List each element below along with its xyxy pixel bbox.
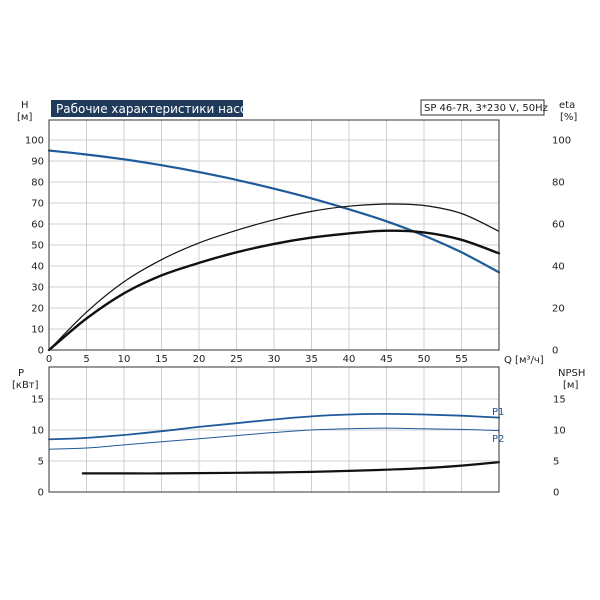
bottom-left-tick-label: 5 — [38, 457, 44, 468]
x-tick-label: 50 — [418, 354, 431, 365]
npsh-curve — [81, 461, 501, 475]
top-right-tick-label: 60 — [552, 220, 565, 231]
top-left-axis-unit: [м] — [17, 112, 32, 123]
top-left-tick-label: 10 — [31, 325, 44, 336]
top-series — [47, 149, 501, 352]
top-right-axis-symbol: eta — [559, 100, 575, 111]
bottom-left-tick-label: 0 — [38, 488, 44, 499]
bottom-right-axis-symbol: NPSH — [558, 368, 585, 379]
top-plot-frame — [48, 119, 500, 351]
top-left-tick-label: 100 — [25, 136, 44, 147]
x-tick-label: 10 — [118, 354, 131, 365]
bottom-left-tick-label: 10 — [31, 426, 44, 437]
series-label-p2: P2 — [492, 434, 504, 445]
x-tick-label: 0 — [46, 354, 52, 365]
bottom-right-tick-label: 15 — [553, 395, 566, 406]
top-right-tick-label: 40 — [552, 262, 565, 273]
top-right-tick-label: 100 — [552, 136, 571, 147]
x-axis-label: Q [м³/ч] — [504, 355, 544, 366]
top-left-tick-label: 70 — [31, 199, 44, 210]
top-left-tick-label: 30 — [31, 283, 44, 294]
top-left-tick-label: 60 — [31, 220, 44, 231]
chart-subtitle: SP 46-7R, 3*230 V, 50Hz — [424, 103, 548, 114]
bottom-left-axis-symbol: P — [18, 368, 24, 379]
x-tick-label: 25 — [230, 354, 243, 365]
bottom-ticks: 0 5 10 15 0 5 10 15 — [31, 395, 565, 499]
top-right-axis-unit: [%] — [560, 112, 577, 123]
x-tick-label: 45 — [380, 354, 393, 365]
top-right-tick-label: 80 — [552, 178, 565, 189]
top-left-tick-label: 0 — [38, 346, 44, 357]
x-tick-label: 20 — [193, 354, 206, 365]
efficiency-curve-thin — [48, 203, 500, 351]
bottom-right-tick-label: 0 — [553, 488, 559, 499]
bottom-series — [48, 412, 501, 475]
x-tick-label: 40 — [343, 354, 356, 365]
bottom-right-tick-label: 10 — [553, 426, 566, 437]
x-tick-label: 35 — [305, 354, 318, 365]
top-left-axis-symbol: H — [21, 100, 29, 111]
chart-title-box — [51, 100, 243, 117]
top-left-tick-label: 20 — [31, 304, 44, 315]
top-left-tick-label: 80 — [31, 178, 44, 189]
x-tick-label: 55 — [455, 354, 468, 365]
x-tick-label: 5 — [83, 354, 89, 365]
bottom-left-axis-unit: [кВт] — [12, 380, 39, 391]
chart-title: Рабочие характеристики насоса — [56, 102, 261, 116]
top-right-tick-label: 0 — [552, 346, 558, 357]
bottom-right-axis-unit: [м] — [563, 380, 578, 391]
bottom-left-tick-label: 15 — [31, 395, 44, 406]
top-left-tick-label: 50 — [31, 241, 44, 252]
head-curve — [47, 149, 501, 274]
bottom-right-tick-label: 5 — [553, 457, 559, 468]
p2-power-curve — [48, 427, 500, 450]
model-box — [420, 99, 545, 116]
p1-power-curve — [48, 412, 500, 441]
top-right-tick-label: 20 — [552, 304, 565, 315]
top-left-tick-label: 40 — [31, 262, 44, 273]
efficiency-curve-thick — [47, 229, 501, 352]
bottom-plot-frame — [48, 366, 500, 493]
x-tick-label: 30 — [268, 354, 281, 365]
x-tick-label: 15 — [155, 354, 168, 365]
top-grid — [48, 120, 499, 351]
top-ticks: 0 10 20 30 40 50 60 70 80 90 100 0 20 40 60 80 100 0 5 10 15… — [25, 136, 571, 366]
top-left-tick-label: 90 — [31, 157, 44, 168]
series-label-p1: P1 — [492, 407, 504, 418]
